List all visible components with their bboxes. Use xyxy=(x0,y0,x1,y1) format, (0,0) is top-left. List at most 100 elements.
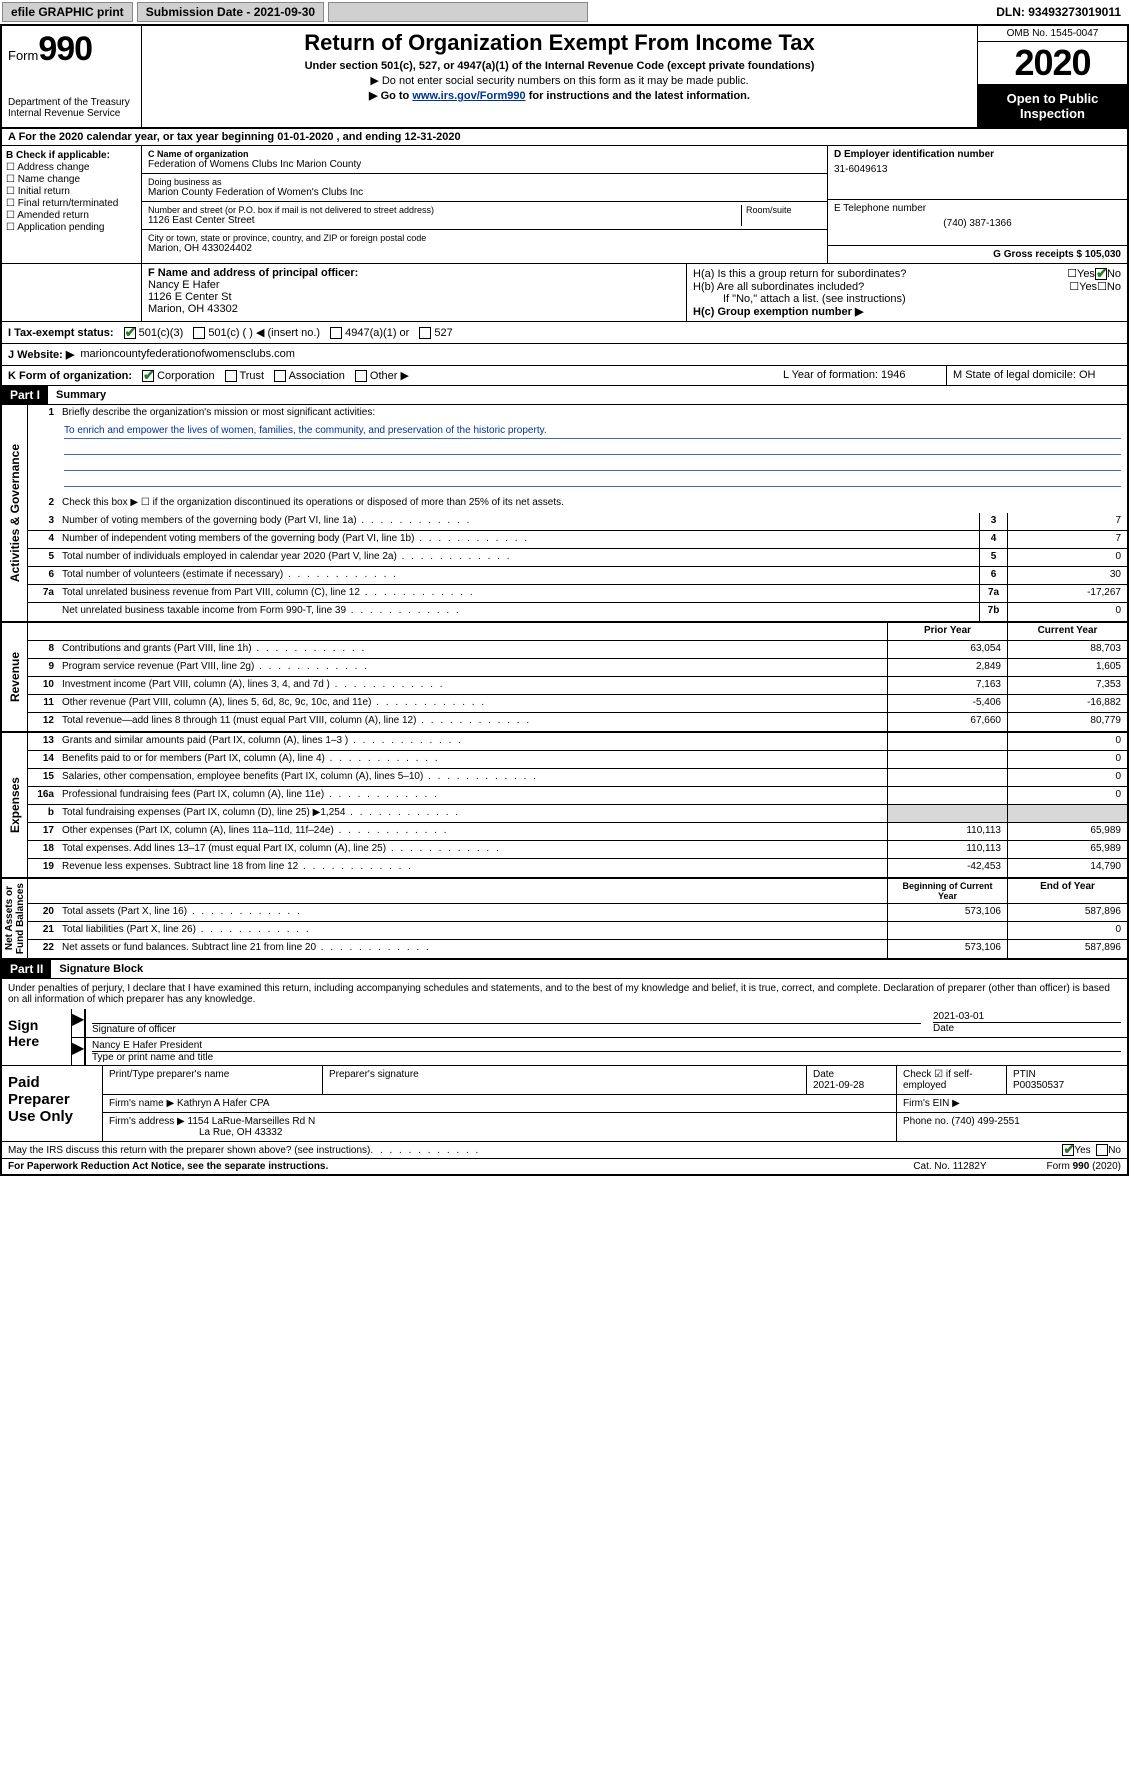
side-net: Net Assets orFund Balances xyxy=(2,879,28,958)
sig-date-label: Date xyxy=(933,1022,1121,1034)
line-desc: Total liabilities (Part X, line 26) xyxy=(58,922,887,939)
ein-value: 31-6049613 xyxy=(834,164,1121,175)
prior-val xyxy=(887,787,1007,804)
goto-note: ▶ Go to www.irs.gov/Form990 for instruct… xyxy=(150,89,969,102)
box-b: B Check if applicable: ☐ Address change … xyxy=(2,146,142,263)
sig-arrow2-icon: ▶ xyxy=(72,1038,86,1065)
line-desc: Total number of individuals employed in … xyxy=(58,549,979,566)
omb-number: OMB No. 1545-0047 xyxy=(978,26,1127,42)
line-num: 18 xyxy=(28,841,58,858)
dept-treasury: Department of the Treasury xyxy=(8,97,135,108)
prior-val xyxy=(887,805,1007,822)
irs-label: Internal Revenue Service xyxy=(8,108,135,119)
firm-addr1: 1154 LaRue-Marseilles Rd N xyxy=(188,1116,316,1127)
cb-assoc[interactable] xyxy=(274,370,286,382)
ssn-note: ▶ Do not enter social security numbers o… xyxy=(150,74,969,87)
cb-501c[interactable] xyxy=(193,327,205,339)
city-label: City or town, state or province, country… xyxy=(148,233,821,243)
line-box: 5 xyxy=(979,549,1007,566)
officer-addr1: 1126 E Center St xyxy=(148,291,680,303)
submission-date-button[interactable]: Submission Date - 2021-09-30 xyxy=(137,2,324,22)
line-desc: Total assets (Part X, line 16) xyxy=(58,904,887,921)
prior-val: -5,406 xyxy=(887,695,1007,712)
line-num xyxy=(28,603,58,621)
line-val: 7 xyxy=(1007,531,1127,548)
cb-other[interactable] xyxy=(355,370,367,382)
line-num: 4 xyxy=(28,531,58,548)
line-desc: Total number of volunteers (estimate if … xyxy=(58,567,979,584)
cb-final-return[interactable]: ☐ Final return/terminated xyxy=(6,198,137,209)
current-val: 65,989 xyxy=(1007,841,1127,858)
cb-initial-return[interactable]: ☐ Initial return xyxy=(6,186,137,197)
cb-address-change[interactable]: ☐ Address change xyxy=(6,162,137,173)
cb-corp[interactable] xyxy=(142,370,154,382)
ein-label: D Employer identification number xyxy=(834,149,1121,160)
cb-4947[interactable] xyxy=(330,327,342,339)
line-num: 17 xyxy=(28,823,58,840)
part1-title: Summary xyxy=(48,387,114,403)
current-val: 587,896 xyxy=(1007,940,1127,958)
room-label: Room/suite xyxy=(746,205,821,215)
dba-value: Marion County Federation of Women's Club… xyxy=(148,187,821,198)
prior-val: 2,849 xyxy=(887,659,1007,676)
prior-val: 63,054 xyxy=(887,641,1007,658)
line-num: 13 xyxy=(28,733,58,750)
prior-val: 7,163 xyxy=(887,677,1007,694)
line-desc: Professional fundraising fees (Part IX, … xyxy=(58,787,887,804)
line-num: 16a xyxy=(28,787,58,804)
firm-name-label: Firm's name ▶ xyxy=(109,1098,174,1109)
cb-trust[interactable] xyxy=(225,370,237,382)
sig-arrow-icon: ▶ xyxy=(72,1009,86,1037)
cb-501c3[interactable] xyxy=(124,327,136,339)
officer-printed-name: Nancy E Hafer President xyxy=(92,1040,1121,1051)
line-num: 19 xyxy=(28,859,58,877)
form-org-label: K Form of organization: xyxy=(8,370,132,382)
q2-label: Check this box ▶ ☐ if the organization d… xyxy=(58,495,1127,513)
discuss-yes-cb[interactable] xyxy=(1062,1144,1074,1156)
officer-addr2: Marion, OH 43302 xyxy=(148,303,680,315)
form-id-block: Form990 Department of the Treasury Inter… xyxy=(2,26,142,127)
sign-here-label: Sign Here xyxy=(2,1009,72,1065)
discuss-no: No xyxy=(1108,1145,1121,1156)
hb-note: If "No," attach a list. (see instruction… xyxy=(693,293,1121,305)
line-box: 6 xyxy=(979,567,1007,584)
cb-527[interactable] xyxy=(419,327,431,339)
ha-yes[interactable]: ☐Yes xyxy=(1067,267,1095,280)
side-expenses: Expenses xyxy=(6,773,24,837)
website-value: marioncountyfederationofwomensclubs.com xyxy=(80,348,295,361)
hb-label: H(b) Are all subordinates included? xyxy=(693,281,1069,293)
efile-print-button[interactable]: efile GRAPHIC print xyxy=(2,2,133,22)
current-val: 1,605 xyxy=(1007,659,1127,676)
ha-no-label: No xyxy=(1107,268,1121,280)
cb-amended[interactable]: ☐ Amended return xyxy=(6,210,137,221)
line-num: b xyxy=(28,805,58,822)
side-revenue: Revenue xyxy=(6,648,24,706)
current-val: 88,703 xyxy=(1007,641,1127,658)
prior-val xyxy=(887,733,1007,750)
line-val: -17,267 xyxy=(1007,585,1127,602)
check-self-employed[interactable]: Check ☑ if self-employed xyxy=(897,1066,1007,1094)
prior-val: 573,106 xyxy=(887,940,1007,958)
hb-no[interactable]: ☐No xyxy=(1097,280,1121,293)
ha-no-checkbox[interactable] xyxy=(1095,268,1107,280)
line-desc: Total revenue—add lines 8 through 11 (mu… xyxy=(58,713,887,731)
cb-app-pending[interactable]: ☐ Application pending xyxy=(6,222,137,233)
line-desc: Other revenue (Part VIII, column (A), li… xyxy=(58,695,887,712)
discuss-no-cb[interactable] xyxy=(1096,1144,1108,1156)
prior-val: 67,660 xyxy=(887,713,1007,731)
cb-name-change[interactable]: ☐ Name change xyxy=(6,174,137,185)
top-toolbar: efile GRAPHIC print Submission Date - 20… xyxy=(0,0,1129,24)
line-num: 6 xyxy=(28,567,58,584)
type-name-label: Type or print name and title xyxy=(92,1051,1121,1063)
hb-yes[interactable]: ☐Yes xyxy=(1069,280,1097,293)
firm-addr-label: Firm's address ▶ xyxy=(109,1116,185,1127)
website-label: J Website: ▶ xyxy=(8,348,74,361)
q1-label: Briefly describe the organization's miss… xyxy=(58,405,1127,423)
line-val: 7 xyxy=(1007,513,1127,530)
phone-value: (740) 387-1366 xyxy=(834,218,1121,229)
blank-button[interactable] xyxy=(328,2,588,22)
irs-link[interactable]: www.irs.gov/Form990 xyxy=(412,90,525,102)
current-val: 7,353 xyxy=(1007,677,1127,694)
line-desc: Investment income (Part VIII, column (A)… xyxy=(58,677,887,694)
firm-name-value: Kathryn A Hafer CPA xyxy=(177,1098,270,1109)
